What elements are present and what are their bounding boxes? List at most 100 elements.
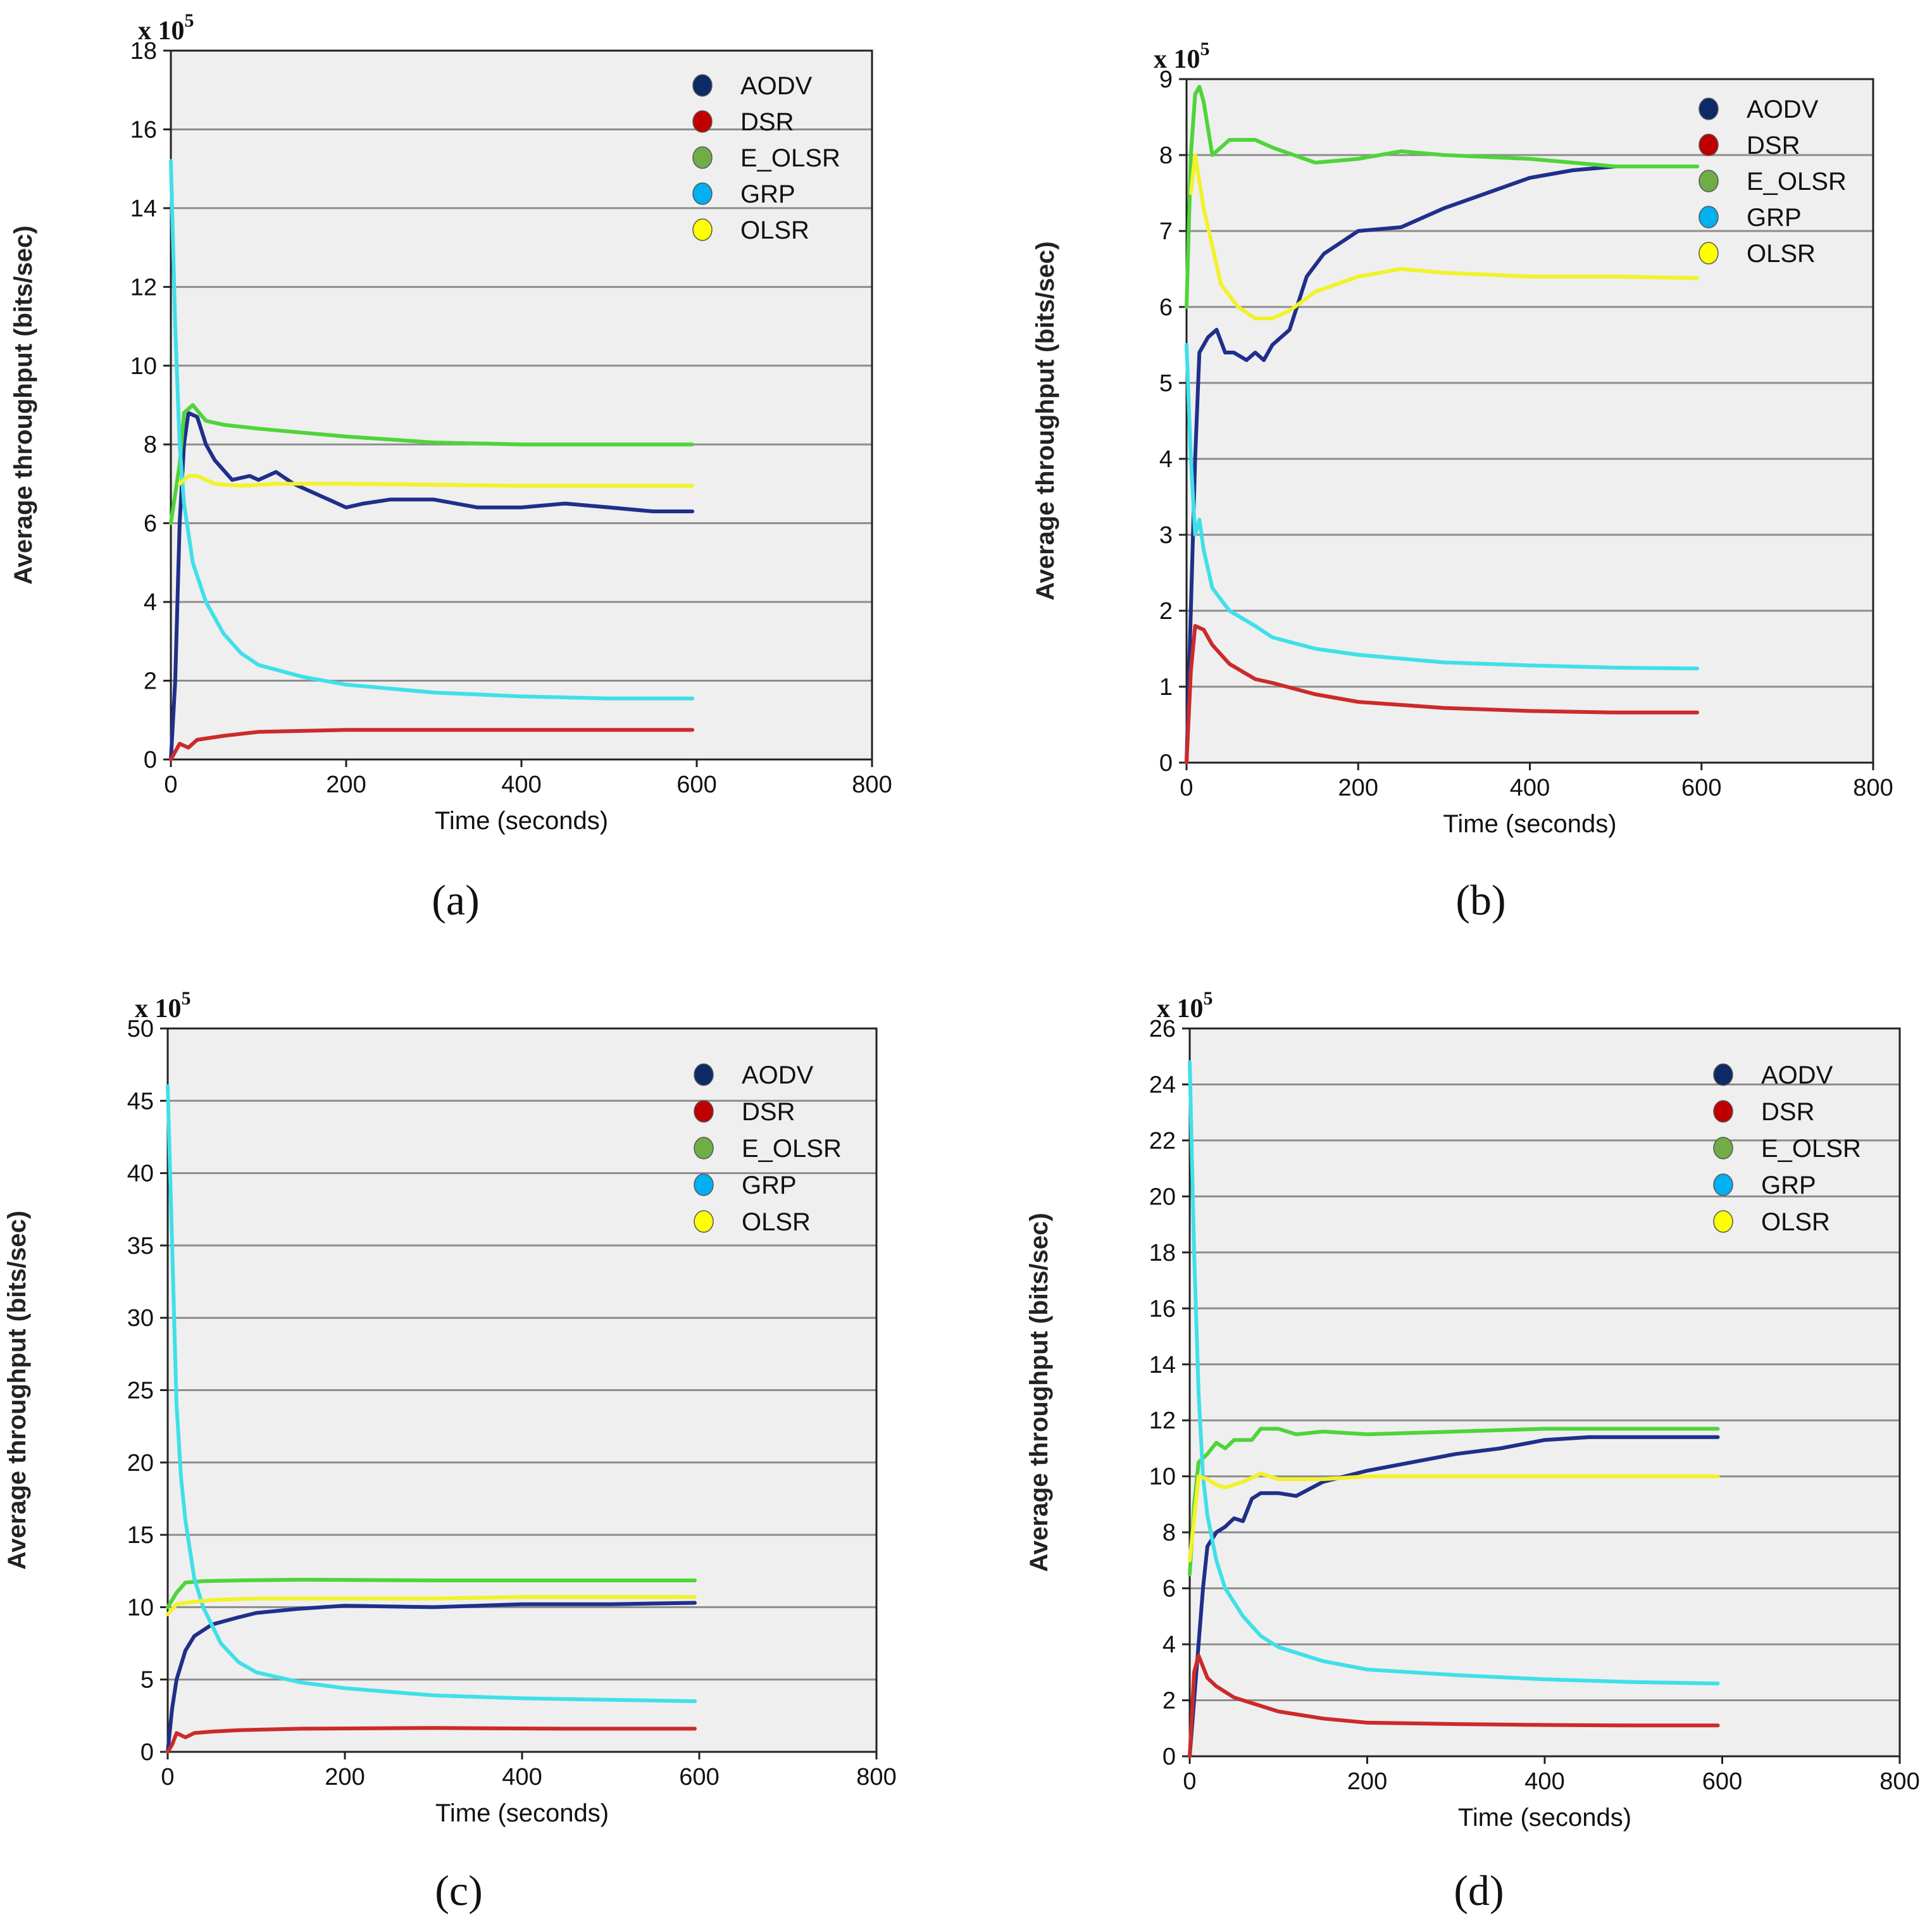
legend-label: E_OLSR — [740, 144, 840, 172]
legend-marker — [1698, 134, 1719, 156]
legend-label: AODV — [1761, 1061, 1833, 1089]
series-line-grp — [1185, 343, 1699, 671]
series-line-grp — [1188, 1060, 1720, 1685]
y-tick-label: 18 — [1149, 1240, 1176, 1266]
y-tick-label: 16 — [130, 116, 157, 143]
y-tick-label: 14 — [130, 196, 157, 222]
legend-marker — [692, 218, 713, 241]
x-tick-label: 600 — [676, 771, 716, 798]
series-line-olsr — [177, 474, 695, 488]
y-tick-label: 22 — [1149, 1128, 1176, 1154]
y-tick-label: 30 — [127, 1305, 154, 1332]
x-tick-label: 0 — [161, 1764, 174, 1790]
axis-multiplier: x 105 — [1154, 39, 1210, 74]
legend-label: DSR — [1761, 1098, 1814, 1126]
y-tick-label: 25 — [127, 1378, 154, 1404]
legend-marker — [692, 146, 713, 169]
legend-label: GRP — [740, 180, 795, 208]
y-tick-label: 12 — [130, 274, 157, 301]
plot-frame — [1185, 78, 1874, 764]
series-line-e-olsr — [166, 1578, 697, 1609]
y-tick-label: 40 — [127, 1161, 154, 1187]
axis-multiplier: x 105 — [138, 10, 194, 46]
y-tick-label: 20 — [1149, 1184, 1176, 1210]
legend-marker — [1713, 1063, 1733, 1086]
x-axis-label: Time (seconds) — [435, 1799, 609, 1827]
series-line-dsr — [1188, 1653, 1720, 1758]
y-axis-label: Average throughput (bits/sec) — [1031, 241, 1059, 600]
series-line-e-olsr — [1185, 85, 1699, 309]
legend-marker — [1698, 97, 1719, 120]
panel-label: (a) — [432, 876, 479, 924]
y-tick-label: 45 — [127, 1088, 154, 1115]
x-tick-label: 600 — [1702, 1768, 1742, 1795]
y-tick-label: 8 — [1159, 142, 1173, 169]
legend-marker — [694, 1210, 714, 1233]
x-tick-label: 200 — [1347, 1768, 1387, 1795]
plot-area — [1187, 79, 1873, 763]
legend-label: AODV — [740, 72, 813, 100]
legend-label: GRP — [1747, 204, 1802, 232]
plot-area — [1190, 1028, 1900, 1756]
legend-marker — [692, 110, 713, 133]
axis-multiplier: x 105 — [1157, 988, 1213, 1023]
y-tick-label: 0 — [140, 1739, 154, 1766]
x-tick-label: 0 — [164, 771, 177, 798]
x-tick-label: 400 — [1524, 1768, 1564, 1795]
legend-label: AODV — [1747, 96, 1819, 123]
series-line-olsr — [166, 1595, 697, 1616]
panel-label: (b) — [1455, 876, 1505, 924]
multiplier-base: x 10 — [135, 994, 182, 1023]
multiplier-exponent: 5 — [1204, 988, 1213, 1009]
y-tick-label: 3 — [1159, 522, 1173, 549]
series-line-aodv — [166, 1601, 697, 1754]
y-tick-label: 50 — [127, 1016, 154, 1042]
legend-label: E_OLSR — [1747, 168, 1847, 196]
y-tick-label: 5 — [1159, 370, 1173, 397]
multiplier-exponent: 5 — [182, 988, 191, 1009]
y-tick-label: 0 — [1162, 1744, 1176, 1770]
x-tick-label: 400 — [502, 1764, 542, 1790]
multiplier-base: x 10 — [1154, 45, 1200, 74]
legend-marker — [1698, 242, 1719, 265]
y-axis-label: Average throughput (bits/sec) — [3, 1211, 31, 1570]
x-tick-label: 800 — [1879, 1768, 1919, 1795]
legend-marker — [692, 74, 713, 97]
y-tick-label: 4 — [144, 589, 157, 616]
x-tick-label: 600 — [1681, 775, 1721, 801]
legend-label: OLSR — [740, 216, 809, 244]
y-tick-label: 10 — [127, 1594, 154, 1621]
y-tick-label: 15 — [127, 1522, 154, 1549]
y-tick-label: 8 — [1162, 1520, 1176, 1546]
y-tick-label: 0 — [144, 747, 157, 773]
plot-frame — [166, 1027, 878, 1753]
multiplier-base: x 10 — [1157, 994, 1204, 1023]
series-line-aodv — [1188, 1435, 1720, 1758]
x-tick-label: 200 — [1338, 775, 1378, 801]
multiplier-base: x 10 — [138, 16, 185, 46]
multiplier-exponent: 5 — [1200, 39, 1210, 59]
series-line-dsr — [166, 1726, 697, 1754]
x-axis-label: Time (seconds) — [435, 807, 608, 835]
axis-multiplier: x 105 — [135, 988, 191, 1023]
y-tick-label: 26 — [1149, 1016, 1176, 1042]
legend-marker — [694, 1173, 714, 1196]
y-tick-label: 35 — [127, 1233, 154, 1259]
legend-marker — [1713, 1173, 1733, 1196]
legend-label: OLSR — [1761, 1208, 1830, 1236]
legend-label: E_OLSR — [1761, 1135, 1861, 1163]
x-tick-label: 400 — [1510, 775, 1550, 801]
y-tick-label: 2 — [1159, 598, 1173, 625]
y-tick-label: 10 — [1149, 1464, 1176, 1490]
series-line-olsr — [1188, 153, 1699, 320]
y-tick-label: 12 — [1149, 1408, 1176, 1434]
series-line-e-olsr — [169, 403, 695, 525]
chart-panel-2: 0 1 2 3 4 5 6 7 8 9 0 200 400 600 800 AODV DSR E_OLSR GRP O… — [1031, 39, 1893, 924]
series-line-dsr — [1185, 624, 1699, 765]
x-tick-label: 800 — [852, 771, 892, 798]
y-tick-label: 5 — [140, 1667, 154, 1694]
legend-marker — [1713, 1137, 1733, 1159]
legend-label: GRP — [742, 1171, 797, 1199]
y-axis-label: Average throughput (bits/sec) — [1025, 1213, 1053, 1571]
